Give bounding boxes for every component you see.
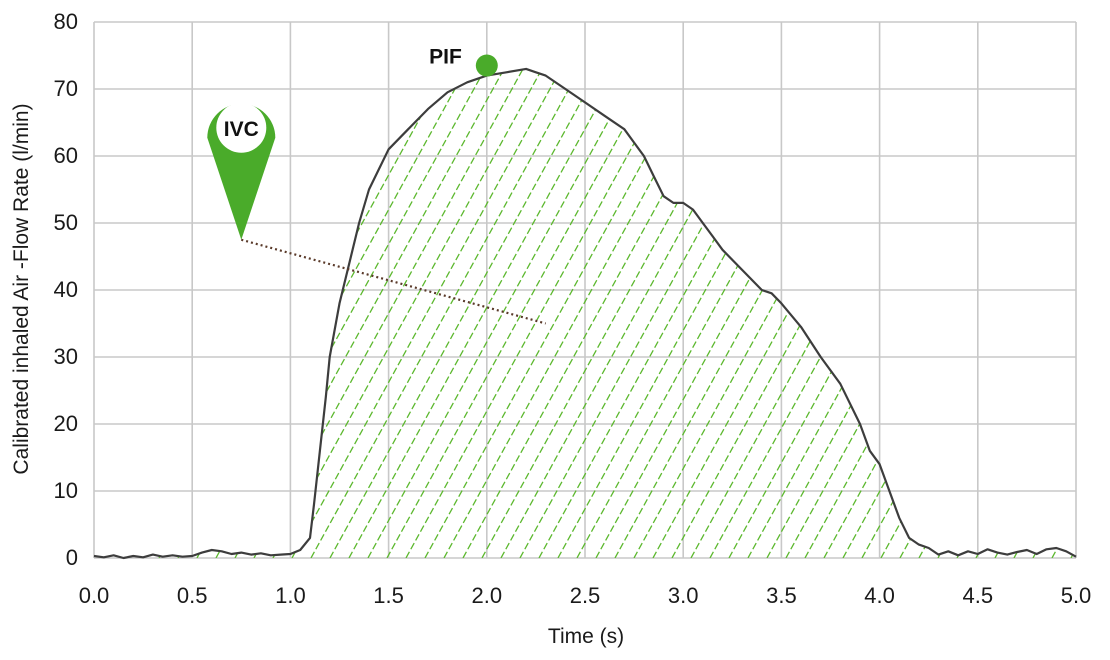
x-tick-label: 5.0 [1061, 583, 1092, 608]
x-tick-label: 2.0 [472, 583, 503, 608]
y-tick-label: 50 [54, 210, 78, 235]
x-tick-label: 0.0 [79, 583, 110, 608]
hatch-line [462, 68, 759, 559]
x-tick-label: 1.5 [373, 583, 404, 608]
y-tick-label: 20 [54, 411, 78, 436]
hatch-line [329, 68, 626, 559]
x-axis-title: Time (s) [548, 625, 624, 648]
hatch-line [1070, 68, 1076, 559]
y-tick-label: 0 [66, 545, 78, 570]
hatch-line [310, 68, 607, 559]
hatch-line [519, 68, 816, 559]
hatch-line [443, 68, 740, 559]
ivc-connector-line [241, 238, 547, 325]
x-tick-label: 1.0 [275, 583, 306, 608]
hatch-line [557, 68, 854, 559]
x-tick-label: 0.5 [177, 583, 208, 608]
y-tick-label: 40 [54, 277, 78, 302]
hatch-line [500, 68, 797, 559]
hatch-line [291, 68, 588, 559]
x-tick-label: 3.5 [766, 583, 797, 608]
y-axis-title: Calibrated inhaled Air -Flow Rate (l/min… [10, 103, 33, 474]
hatch-line [348, 68, 645, 559]
ivc-label: IVC [224, 118, 259, 141]
x-tick-label: 4.5 [963, 583, 994, 608]
y-tick-label: 70 [54, 76, 78, 101]
annotations: PIF IVC [207, 46, 547, 325]
hatch-line [1090, 22, 1110, 558]
hatch-line [424, 68, 721, 559]
x-tick-label: 4.0 [864, 583, 895, 608]
hatch-line [481, 68, 778, 559]
axis-ticks: 0.0 0.5 1.0 1.5 2.0 2.5 3.0 3.5 4.0 4.5 5.0 0 10 20 30… [54, 9, 1092, 608]
hatch-line [405, 68, 702, 559]
pif-marker [475, 54, 498, 77]
x-tick-label: 2.5 [570, 583, 601, 608]
hatch-line [386, 68, 683, 559]
hatch-line [595, 68, 892, 559]
hatch-line [576, 68, 873, 559]
y-tick-label: 30 [54, 344, 78, 369]
x-tick-label: 3.0 [668, 583, 699, 608]
y-tick-label: 60 [54, 143, 78, 168]
hatch-line [538, 68, 835, 559]
grid [93, 21, 1077, 559]
y-tick-label: 10 [54, 478, 78, 503]
y-tick-label: 80 [54, 9, 78, 34]
pif-label: PIF [429, 46, 462, 69]
hatch-line [367, 68, 664, 559]
ivc-pin-center [216, 102, 267, 153]
flow-curve-line [93, 67, 1077, 560]
